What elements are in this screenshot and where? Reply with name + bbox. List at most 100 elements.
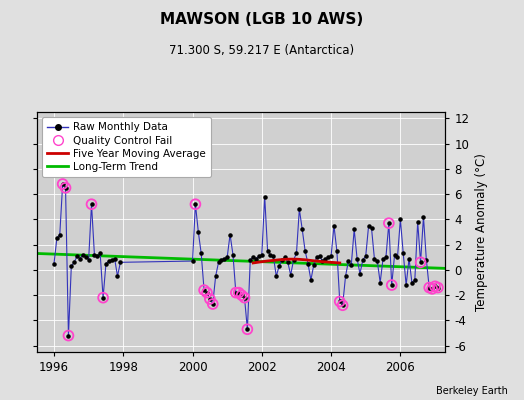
Point	[209, 301, 217, 307]
Point	[209, 301, 217, 307]
Point	[289, 256, 298, 263]
Point	[405, 255, 413, 262]
Point	[264, 248, 272, 254]
Point	[206, 296, 214, 302]
Point	[385, 220, 393, 226]
Point	[246, 256, 255, 263]
Point	[73, 253, 81, 259]
Point	[255, 253, 263, 259]
Point	[76, 255, 84, 262]
Point	[235, 290, 243, 296]
Point	[79, 252, 87, 258]
Point	[84, 256, 93, 263]
Point	[434, 284, 442, 291]
Point	[56, 231, 64, 238]
Point	[96, 250, 104, 257]
Point	[243, 326, 252, 332]
Point	[390, 252, 399, 258]
Point	[269, 253, 278, 259]
Point	[90, 252, 99, 258]
Point	[67, 263, 75, 269]
Point	[70, 259, 79, 266]
Point	[362, 253, 370, 259]
Point	[226, 231, 234, 238]
Point	[88, 201, 96, 208]
Point	[111, 255, 119, 262]
Point	[341, 273, 350, 280]
Point	[379, 255, 387, 262]
Point	[327, 253, 335, 259]
Point	[344, 258, 353, 264]
Point	[434, 284, 442, 291]
Point	[339, 302, 347, 308]
Point	[243, 326, 252, 332]
Point	[350, 226, 358, 233]
Point	[335, 298, 344, 305]
Point	[237, 292, 246, 298]
Point	[347, 262, 355, 268]
Point	[249, 254, 257, 260]
Point	[411, 277, 419, 283]
Point	[241, 294, 249, 301]
Point	[258, 252, 266, 258]
Point	[376, 279, 385, 286]
Point	[428, 286, 436, 292]
Point	[223, 254, 232, 260]
Point	[298, 226, 307, 233]
Text: Berkeley Earth: Berkeley Earth	[436, 386, 508, 396]
Point	[194, 229, 202, 235]
Point	[237, 292, 246, 298]
Point	[330, 222, 338, 229]
Point	[388, 282, 396, 288]
Point	[382, 254, 390, 260]
Point	[212, 273, 220, 280]
Point	[59, 181, 67, 187]
Legend: Raw Monthly Data, Quality Control Fail, Five Year Moving Average, Long-Term Tren: Raw Monthly Data, Quality Control Fail, …	[42, 117, 211, 177]
Point	[307, 277, 315, 283]
Point	[200, 287, 208, 293]
Point	[428, 286, 436, 292]
Point	[431, 283, 439, 290]
Point	[353, 255, 361, 262]
Point	[402, 282, 410, 288]
Point	[113, 273, 122, 280]
Point	[64, 332, 73, 339]
Point	[93, 253, 102, 259]
Point	[275, 263, 283, 269]
Point	[394, 254, 402, 260]
Point	[272, 273, 280, 280]
Point	[408, 279, 416, 286]
Point	[214, 259, 223, 266]
Point	[53, 235, 61, 242]
Point	[413, 219, 422, 225]
Point	[229, 252, 237, 258]
Point	[425, 284, 433, 291]
Point	[324, 254, 332, 260]
Point	[88, 201, 96, 208]
Point	[99, 294, 107, 301]
Point	[396, 216, 405, 222]
Point	[50, 260, 58, 267]
Point	[321, 255, 330, 262]
Point	[292, 250, 301, 257]
Point	[107, 256, 116, 263]
Point	[61, 184, 70, 191]
Point	[203, 290, 211, 296]
Point	[61, 184, 70, 191]
Point	[335, 298, 344, 305]
Point	[356, 270, 364, 277]
Point	[82, 254, 90, 260]
Point	[422, 256, 431, 263]
Point	[431, 283, 439, 290]
Point	[235, 290, 243, 296]
Point	[367, 225, 376, 232]
Point	[188, 258, 196, 264]
Point	[364, 222, 373, 229]
Point	[241, 294, 249, 301]
Text: MAWSON (LGB 10 AWS): MAWSON (LGB 10 AWS)	[160, 12, 364, 27]
Point	[232, 290, 240, 296]
Point	[203, 290, 211, 296]
Point	[200, 287, 208, 293]
Point	[312, 254, 321, 260]
Point	[217, 256, 226, 263]
